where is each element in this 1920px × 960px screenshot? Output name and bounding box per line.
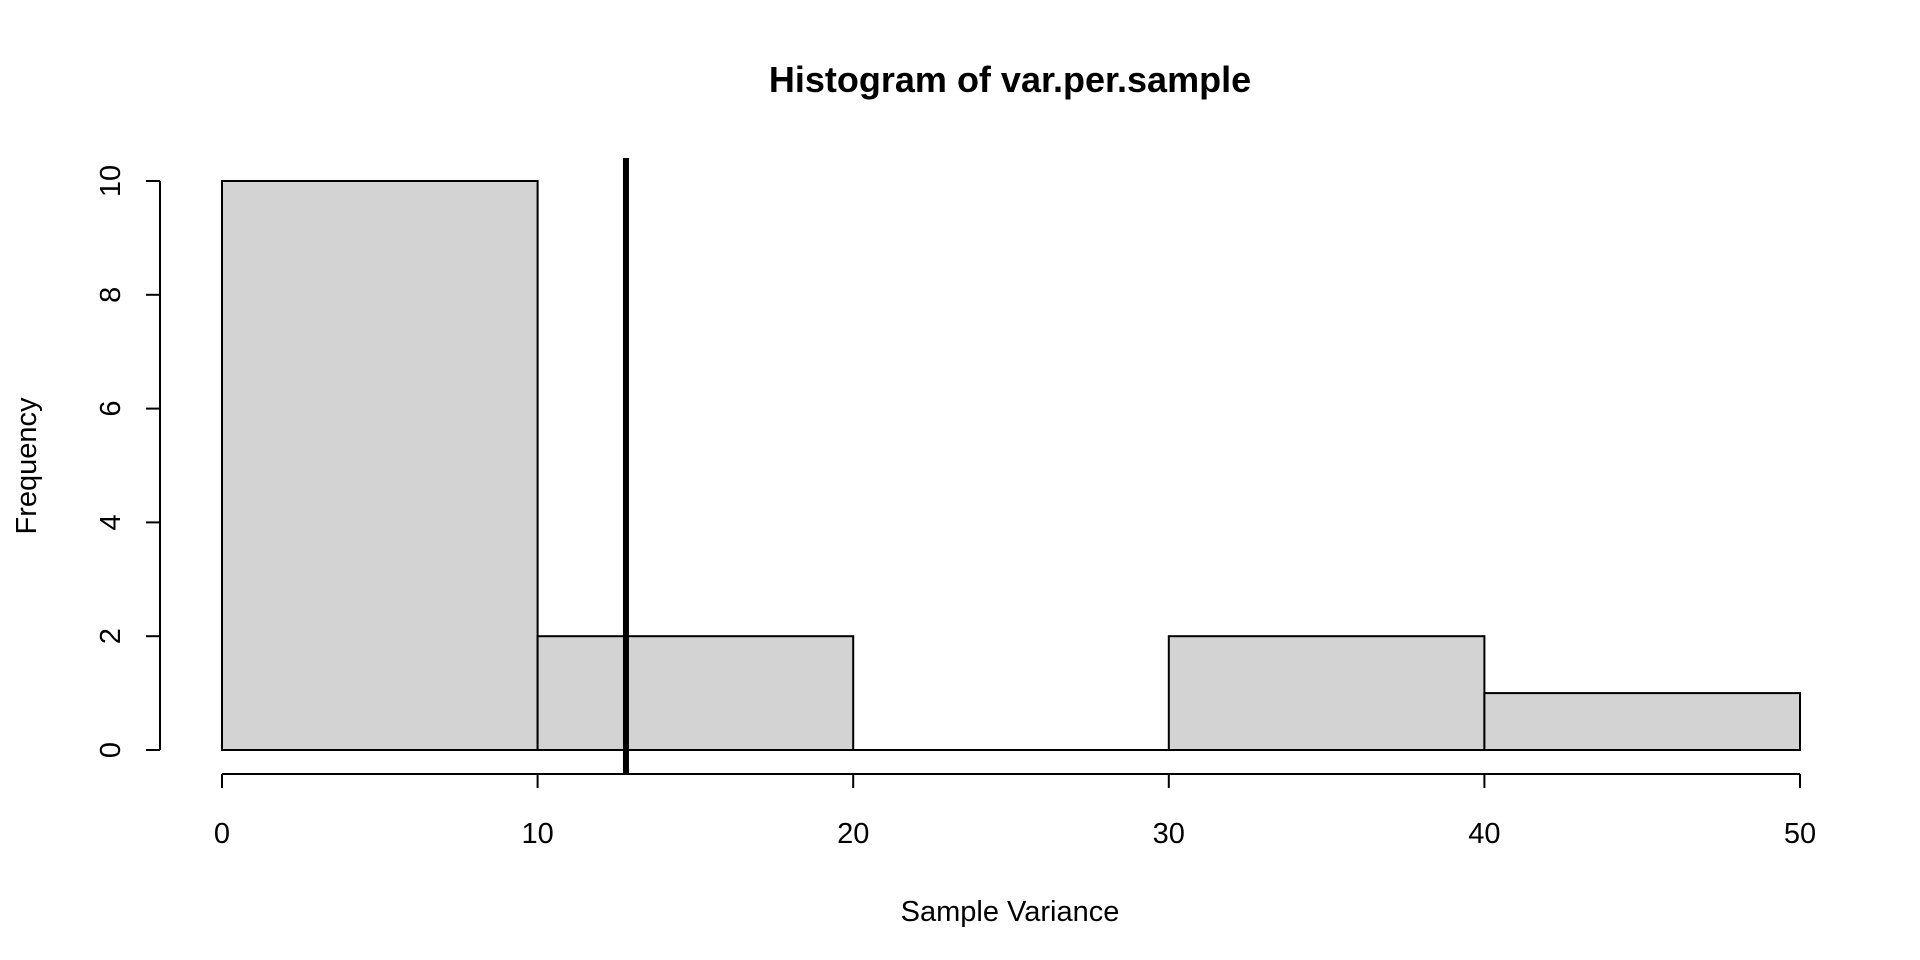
y-tick-label-1: 2 — [95, 628, 127, 644]
x-tick-label-5: 50 — [1784, 818, 1816, 850]
histogram-bar-0 — [221, 180, 539, 751]
y-tick-label-5: 10 — [95, 165, 127, 197]
chart-title: Histogram of var.per.sample — [769, 59, 1251, 100]
histogram-bar-3 — [1167, 635, 1486, 752]
histogram-bars — [221, 180, 1802, 752]
histogram-bar-4 — [1483, 692, 1802, 751]
x-tick-label-4: 40 — [1468, 818, 1500, 850]
x-tick-label-1: 10 — [521, 818, 553, 850]
x-axis: 0 10 20 30 40 50 — [214, 773, 1816, 850]
x-tick-label-0: 0 — [214, 818, 230, 850]
x-axis-label: Sample Variance — [901, 896, 1120, 928]
x-tick-label-3: 30 — [1153, 818, 1185, 850]
y-tick-label-2: 4 — [95, 514, 127, 530]
y-axis: 0 2 4 6 8 10 — [95, 165, 161, 758]
y-tick-label-3: 6 — [95, 401, 127, 417]
histogram-bar-1 — [536, 635, 855, 752]
y-tick-label-4: 8 — [95, 287, 127, 303]
y-axis-label: Frequency — [11, 397, 43, 535]
y-tick-label-0: 0 — [95, 742, 127, 758]
x-tick-label-2: 20 — [837, 818, 869, 850]
